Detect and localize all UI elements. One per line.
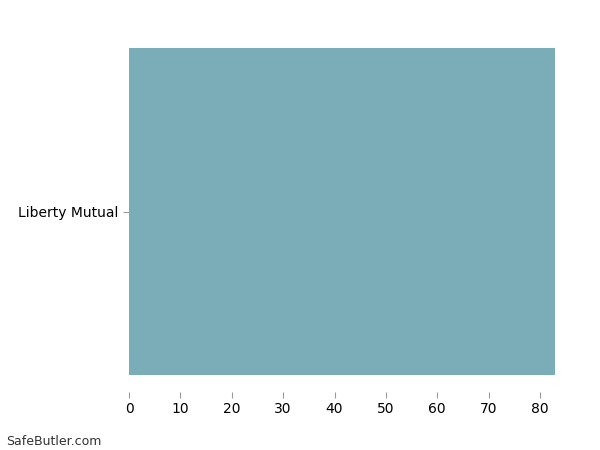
Text: SafeButler.com: SafeButler.com (6, 435, 101, 448)
